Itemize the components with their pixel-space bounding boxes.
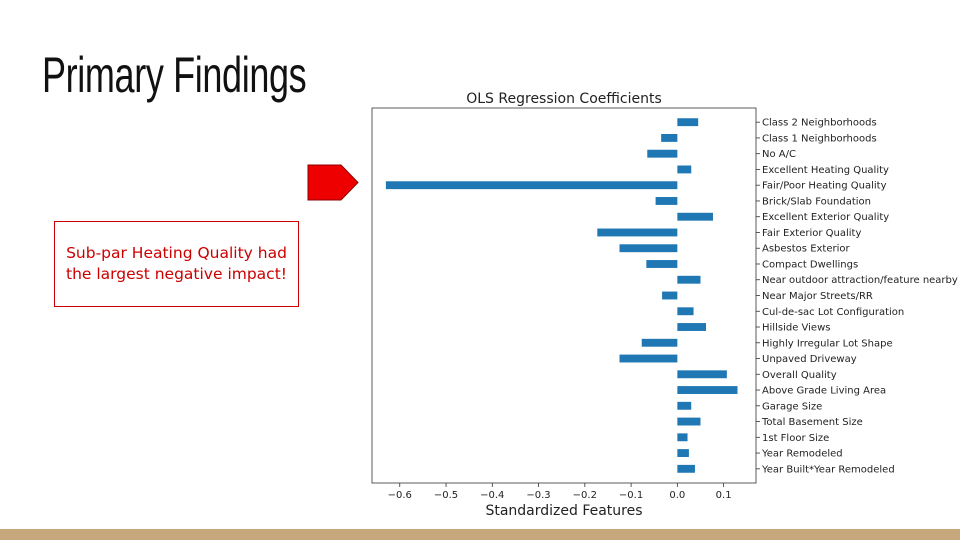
x-tick-label: −0.2 [573,490,597,501]
category-label: Excellent Exterior Quality [762,212,889,223]
category-label: Garage Size [762,401,822,412]
category-label: Above Grade Living Area [762,386,886,397]
category-label: Fair Exterior Quality [762,228,861,239]
category-label: Class 1 Neighborhoods [762,133,877,144]
category-label: Compact Dwellings [762,259,858,270]
bar [677,370,727,379]
category-label: Brick/Slab Foundation [762,196,871,207]
bar [677,307,694,316]
x-tick-label: −0.6 [388,490,412,501]
bar [662,291,678,300]
category-label: Asbestos Exterior [762,244,851,255]
category-label: Year Remodeled [761,449,843,460]
x-axis-label: Standardized Features [485,503,642,519]
category-label: Near Major Streets/RR [762,291,873,302]
category-label: Year Built*Year Remodeled [761,464,895,475]
x-tick-label: −0.3 [526,490,550,501]
category-label: Highly Irregular Lot Shape [762,338,893,349]
bar [677,212,713,221]
bar [677,165,692,174]
x-tick-label: 0.0 [669,490,685,501]
chart-title: OLS Regression Coefficients [466,91,662,107]
bar [677,118,699,127]
bar [619,354,678,363]
bar [677,464,695,473]
category-label: Unpaved Driveway [762,354,857,365]
category-label: Overall Quality [762,370,837,381]
right-arrow-icon [307,164,359,201]
bar [619,244,678,253]
bar [646,260,678,268]
category-label: 1st Floor Size [762,433,829,444]
x-tick-label: −0.4 [480,490,504,501]
x-tick-label: −0.5 [434,490,458,501]
category-label: No A/C [762,149,796,160]
bar [677,275,701,284]
category-label: Class 2 Neighborhoods [762,118,877,129]
bar [661,133,678,142]
bar [677,433,688,442]
slide-title: Primary Findings [42,47,307,103]
category-label: Hillside Views [762,323,830,334]
bar [677,323,707,331]
bar [677,401,692,410]
bar [647,149,678,158]
arrow-shape [307,164,359,201]
callout-text: Sub-par Heating Quality had the largest … [66,244,287,283]
category-label: Cul-de-sac Lot Configuration [762,307,904,318]
bar [677,417,701,426]
category-label: Excellent Heating Quality [762,165,889,176]
category-label: Fair/Poor Heating Quality [762,181,887,192]
x-tick-label: 0.1 [716,490,732,501]
bar [641,338,678,347]
plot-frame [371,107,757,484]
bar [597,228,678,237]
bar [677,449,689,458]
callout-box: Sub-par Heating Quality had the largest … [54,221,299,307]
x-tick-label: −0.1 [619,490,643,501]
category-label: Near outdoor attraction/feature nearby [762,275,958,286]
category-label: Total Basement Size [761,417,863,428]
bar [677,386,738,394]
bar [385,181,678,190]
bar [655,197,678,205]
bottom-band [0,529,960,540]
